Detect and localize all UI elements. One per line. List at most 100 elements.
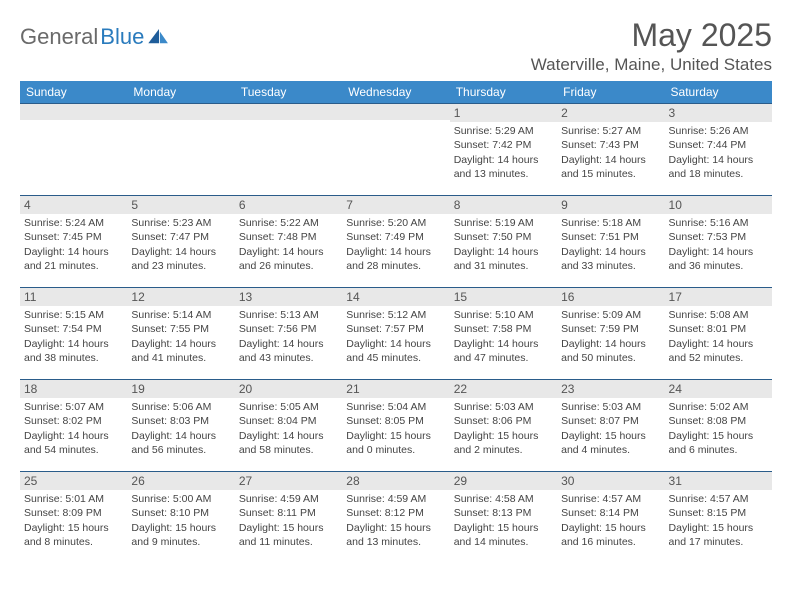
day-cell: 29Sunrise: 4:58 AMSunset: 8:13 PMDayligh…: [450, 472, 557, 564]
day-number: 3: [665, 104, 772, 122]
daylight-text: Daylight: 14 hours and 23 minutes.: [131, 245, 230, 273]
day-number: [127, 104, 234, 120]
sunrise-text: Sunrise: 5:09 AM: [561, 308, 660, 322]
day-number: 15: [450, 288, 557, 306]
sunset-text: Sunset: 7:48 PM: [239, 230, 338, 244]
daylight-text: Daylight: 14 hours and 26 minutes.: [239, 245, 338, 273]
day-number: 9: [557, 196, 664, 214]
daylight-text: Daylight: 15 hours and 9 minutes.: [131, 521, 230, 549]
sunrise-text: Sunrise: 5:23 AM: [131, 216, 230, 230]
daylight-text: Daylight: 15 hours and 6 minutes.: [669, 429, 768, 457]
sunset-text: Sunset: 8:02 PM: [24, 414, 123, 428]
sunset-text: Sunset: 8:08 PM: [669, 414, 768, 428]
sunset-text: Sunset: 7:43 PM: [561, 138, 660, 152]
daylight-text: Daylight: 15 hours and 11 minutes.: [239, 521, 338, 549]
day-cell: 13Sunrise: 5:13 AMSunset: 7:56 PMDayligh…: [235, 288, 342, 380]
day-number: 28: [342, 472, 449, 490]
sunrise-text: Sunrise: 5:12 AM: [346, 308, 445, 322]
day-number: [342, 104, 449, 120]
day-cell: 18Sunrise: 5:07 AMSunset: 8:02 PMDayligh…: [20, 380, 127, 472]
daylight-text: Daylight: 14 hours and 56 minutes.: [131, 429, 230, 457]
sunset-text: Sunset: 7:51 PM: [561, 230, 660, 244]
day-info: Sunrise: 5:00 AMSunset: 8:10 PMDaylight:…: [131, 492, 230, 549]
dow-header-cell: Saturday: [665, 81, 772, 104]
week-row: 18Sunrise: 5:07 AMSunset: 8:02 PMDayligh…: [20, 380, 772, 472]
sunrise-text: Sunrise: 4:59 AM: [346, 492, 445, 506]
dow-header-cell: Sunday: [20, 81, 127, 104]
sunrise-text: Sunrise: 5:26 AM: [669, 124, 768, 138]
sunset-text: Sunset: 7:45 PM: [24, 230, 123, 244]
day-info: Sunrise: 4:57 AMSunset: 8:14 PMDaylight:…: [561, 492, 660, 549]
day-number: 10: [665, 196, 772, 214]
day-cell: 8Sunrise: 5:19 AMSunset: 7:50 PMDaylight…: [450, 196, 557, 288]
sunset-text: Sunset: 7:42 PM: [454, 138, 553, 152]
day-cell: 17Sunrise: 5:08 AMSunset: 8:01 PMDayligh…: [665, 288, 772, 380]
day-cell: 27Sunrise: 4:59 AMSunset: 8:11 PMDayligh…: [235, 472, 342, 564]
day-info: Sunrise: 5:23 AMSunset: 7:47 PMDaylight:…: [131, 216, 230, 273]
day-info: Sunrise: 5:14 AMSunset: 7:55 PMDaylight:…: [131, 308, 230, 365]
dow-header-row: SundayMondayTuesdayWednesdayThursdayFrid…: [20, 81, 772, 104]
sunset-text: Sunset: 8:12 PM: [346, 506, 445, 520]
day-info: Sunrise: 5:01 AMSunset: 8:09 PMDaylight:…: [24, 492, 123, 549]
day-number: 12: [127, 288, 234, 306]
day-cell: 5Sunrise: 5:23 AMSunset: 7:47 PMDaylight…: [127, 196, 234, 288]
sunset-text: Sunset: 7:58 PM: [454, 322, 553, 336]
day-number: 16: [557, 288, 664, 306]
daylight-text: Daylight: 14 hours and 43 minutes.: [239, 337, 338, 365]
dow-header-cell: Wednesday: [342, 81, 449, 104]
daylight-text: Daylight: 14 hours and 52 minutes.: [669, 337, 768, 365]
sunrise-text: Sunrise: 5:02 AM: [669, 400, 768, 414]
calendar-page: General Blue May 2025 Waterville, Maine,…: [0, 0, 792, 612]
sunset-text: Sunset: 7:54 PM: [24, 322, 123, 336]
daylight-text: Daylight: 15 hours and 16 minutes.: [561, 521, 660, 549]
day-info: Sunrise: 5:10 AMSunset: 7:58 PMDaylight:…: [454, 308, 553, 365]
day-number: 11: [20, 288, 127, 306]
day-cell: 10 Sunrise: 5:16 AMSunset: 7:53 PMDayligh…: [665, 196, 772, 288]
day-number: 21: [342, 380, 449, 398]
day-info: Sunrise: 4:57 AMSunset: 8:15 PMDaylight:…: [669, 492, 768, 549]
day-number: 4: [20, 196, 127, 214]
day-info: Sunrise: 5:24 AMSunset: 7:45 PMDaylight:…: [24, 216, 123, 273]
sunset-text: Sunset: 8:07 PM: [561, 414, 660, 428]
day-info: Sunrise: 5:03 AMSunset: 8:07 PMDaylight:…: [561, 400, 660, 457]
sunset-text: Sunset: 8:06 PM: [454, 414, 553, 428]
day-number: 2: [557, 104, 664, 122]
day-info: Sunrise: 5:20 AMSunset: 7:49 PMDaylight:…: [346, 216, 445, 273]
day-info: Sunrise: 5:18 AMSunset: 7:51 PMDaylight:…: [561, 216, 660, 273]
sunset-text: Sunset: 8:04 PM: [239, 414, 338, 428]
sunset-text: Sunset: 8:10 PM: [131, 506, 230, 520]
daylight-text: Daylight: 14 hours and 41 minutes.: [131, 337, 230, 365]
day-number: 13: [235, 288, 342, 306]
sunrise-text: Sunrise: 5:14 AM: [131, 308, 230, 322]
logo-text-blue: Blue: [100, 24, 144, 50]
day-info: Sunrise: 5:06 AMSunset: 8:03 PMDaylight:…: [131, 400, 230, 457]
sunrise-text: Sunrise: 5:22 AM: [239, 216, 338, 230]
sunset-text: Sunset: 7:47 PM: [131, 230, 230, 244]
day-cell: 9 Sunrise: 5:18 AMSunset: 7:51 PMDaylight…: [557, 196, 664, 288]
sunset-text: Sunset: 8:15 PM: [669, 506, 768, 520]
location-text: Waterville, Maine, United States: [531, 55, 772, 75]
sunrise-text: Sunrise: 5:24 AM: [24, 216, 123, 230]
day-number: 18: [20, 380, 127, 398]
day-number: 23: [557, 380, 664, 398]
daylight-text: Daylight: 15 hours and 8 minutes.: [24, 521, 123, 549]
daylight-text: Daylight: 15 hours and 17 minutes.: [669, 521, 768, 549]
day-info: Sunrise: 5:16 AMSunset: 7:53 PMDaylight:…: [669, 216, 768, 273]
day-cell: [127, 104, 234, 196]
sunrise-text: Sunrise: 5:18 AM: [561, 216, 660, 230]
daylight-text: Daylight: 14 hours and 36 minutes.: [669, 245, 768, 273]
sunset-text: Sunset: 8:01 PM: [669, 322, 768, 336]
dow-header-cell: Thursday: [450, 81, 557, 104]
day-cell: 20Sunrise: 5:05 AMSunset: 8:04 PMDayligh…: [235, 380, 342, 472]
daylight-text: Daylight: 14 hours and 31 minutes.: [454, 245, 553, 273]
daylight-text: Daylight: 14 hours and 21 minutes.: [24, 245, 123, 273]
week-row: 11Sunrise: 5:15 AMSunset: 7:54 PMDayligh…: [20, 288, 772, 380]
day-info: Sunrise: 4:59 AMSunset: 8:11 PMDaylight:…: [239, 492, 338, 549]
sunset-text: Sunset: 8:09 PM: [24, 506, 123, 520]
sunrise-text: Sunrise: 5:00 AM: [131, 492, 230, 506]
day-info: Sunrise: 5:08 AMSunset: 8:01 PMDaylight:…: [669, 308, 768, 365]
week-row: 4Sunrise: 5:24 AMSunset: 7:45 PMDaylight…: [20, 196, 772, 288]
day-info: Sunrise: 5:09 AMSunset: 7:59 PMDaylight:…: [561, 308, 660, 365]
logo: General Blue: [20, 24, 170, 50]
day-info: Sunrise: 5:04 AMSunset: 8:05 PMDaylight:…: [346, 400, 445, 457]
